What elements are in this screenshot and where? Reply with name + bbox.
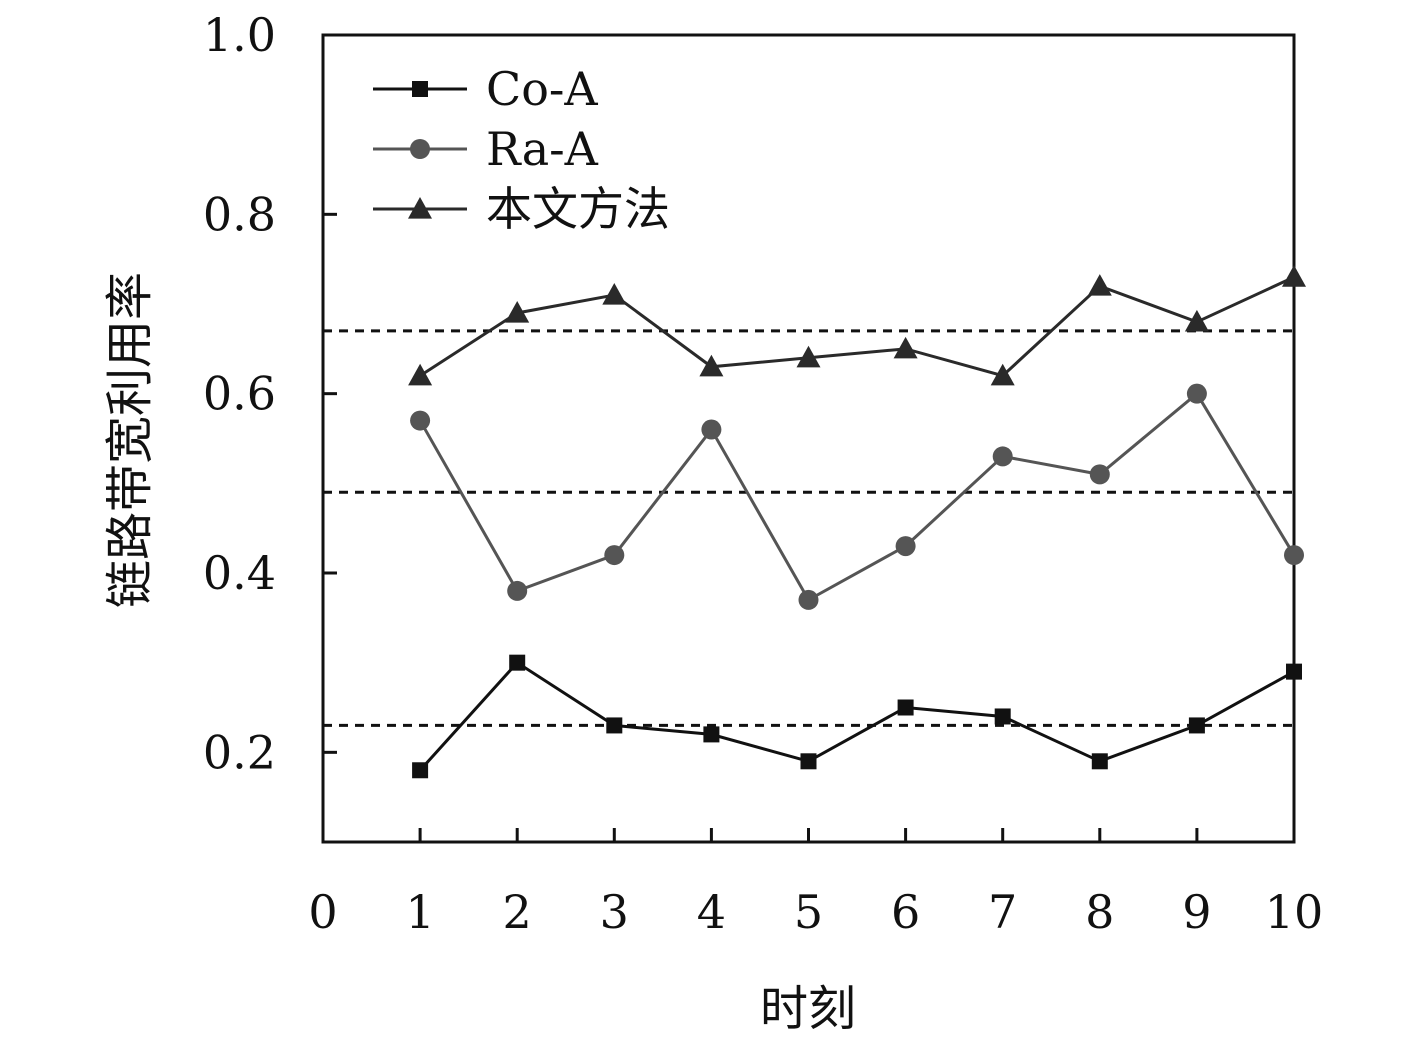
data-point — [412, 762, 429, 779]
legend-item: Ra-A — [373, 122, 599, 176]
y-axis: 0.2 0.4 0.6 0.8 1.0 — [203, 8, 337, 779]
x-tick-label: 3 — [600, 885, 629, 939]
x-axis: 0 1 2 3 4 5 6 7 8 9 10 — [308, 828, 1323, 939]
data-point — [606, 717, 623, 734]
data-point — [796, 345, 821, 368]
series-line — [418, 660, 1295, 772]
data-point — [893, 336, 918, 359]
data-point — [990, 363, 1015, 386]
data-point — [992, 446, 1013, 467]
x-tick-label: 0 — [308, 885, 337, 939]
data-point — [507, 580, 528, 601]
legend-label: Co-A — [486, 62, 598, 116]
data-point — [1089, 464, 1110, 485]
legend-marker — [412, 81, 428, 97]
y-tick-label: 0.2 — [203, 725, 276, 779]
x-tick-label: 1 — [405, 885, 434, 939]
x-tick-label: 6 — [891, 885, 920, 939]
series-1 — [410, 383, 1304, 610]
x-axis-title: 时刻 — [760, 981, 856, 1037]
data-point — [800, 753, 817, 770]
x-tick-label: 9 — [1182, 885, 1211, 939]
legend-label: Ra-A — [486, 122, 599, 176]
data-point — [604, 545, 625, 566]
x-tick-label: 10 — [1265, 885, 1324, 939]
data-point — [1188, 717, 1205, 734]
data-point — [1286, 663, 1302, 680]
x-tick-label: 2 — [503, 885, 532, 939]
data-point — [1186, 383, 1207, 404]
x-tick-label: 7 — [988, 885, 1017, 939]
series-2 — [408, 265, 1306, 386]
y-tick-label: 0.4 — [203, 546, 276, 600]
y-tick-label: 1.0 — [203, 8, 276, 62]
series-line — [418, 391, 1296, 602]
data-point — [408, 363, 433, 386]
data-point — [703, 726, 720, 743]
y-tick-label: 0.6 — [203, 367, 276, 421]
legend: Co-A Ra-A 本文方法 — [373, 62, 670, 236]
series-line — [419, 275, 1295, 378]
data-point — [897, 699, 914, 716]
y-tick-label: 0.8 — [203, 187, 276, 241]
legend-marker — [408, 197, 432, 219]
series-0 — [412, 654, 1302, 779]
data-point — [798, 589, 819, 610]
data-point — [699, 354, 724, 377]
legend-marker — [410, 139, 430, 159]
data-point — [410, 410, 431, 431]
data-point — [701, 419, 722, 440]
data-point — [1284, 545, 1304, 566]
data-point — [1282, 265, 1306, 287]
legend-item: Co-A — [373, 62, 598, 116]
data-point — [602, 283, 627, 305]
legend-item: 本文方法 — [373, 182, 670, 236]
series-layer — [408, 265, 1306, 779]
data-point — [1091, 753, 1108, 770]
data-point — [994, 708, 1011, 725]
data-point — [895, 536, 916, 557]
x-tick-label: 4 — [697, 885, 726, 939]
x-tick-label: 5 — [794, 885, 823, 939]
reference-lines — [323, 329, 1294, 727]
data-point — [1087, 274, 1112, 296]
y-axis-title: 链路带宽利用率 — [102, 272, 158, 608]
data-point — [1184, 309, 1209, 332]
data-point — [505, 300, 530, 323]
x-tick-label: 8 — [1085, 885, 1114, 939]
plot-frame — [321, 33, 1296, 844]
legend-label: 本文方法 — [486, 182, 670, 236]
data-point — [509, 654, 526, 671]
